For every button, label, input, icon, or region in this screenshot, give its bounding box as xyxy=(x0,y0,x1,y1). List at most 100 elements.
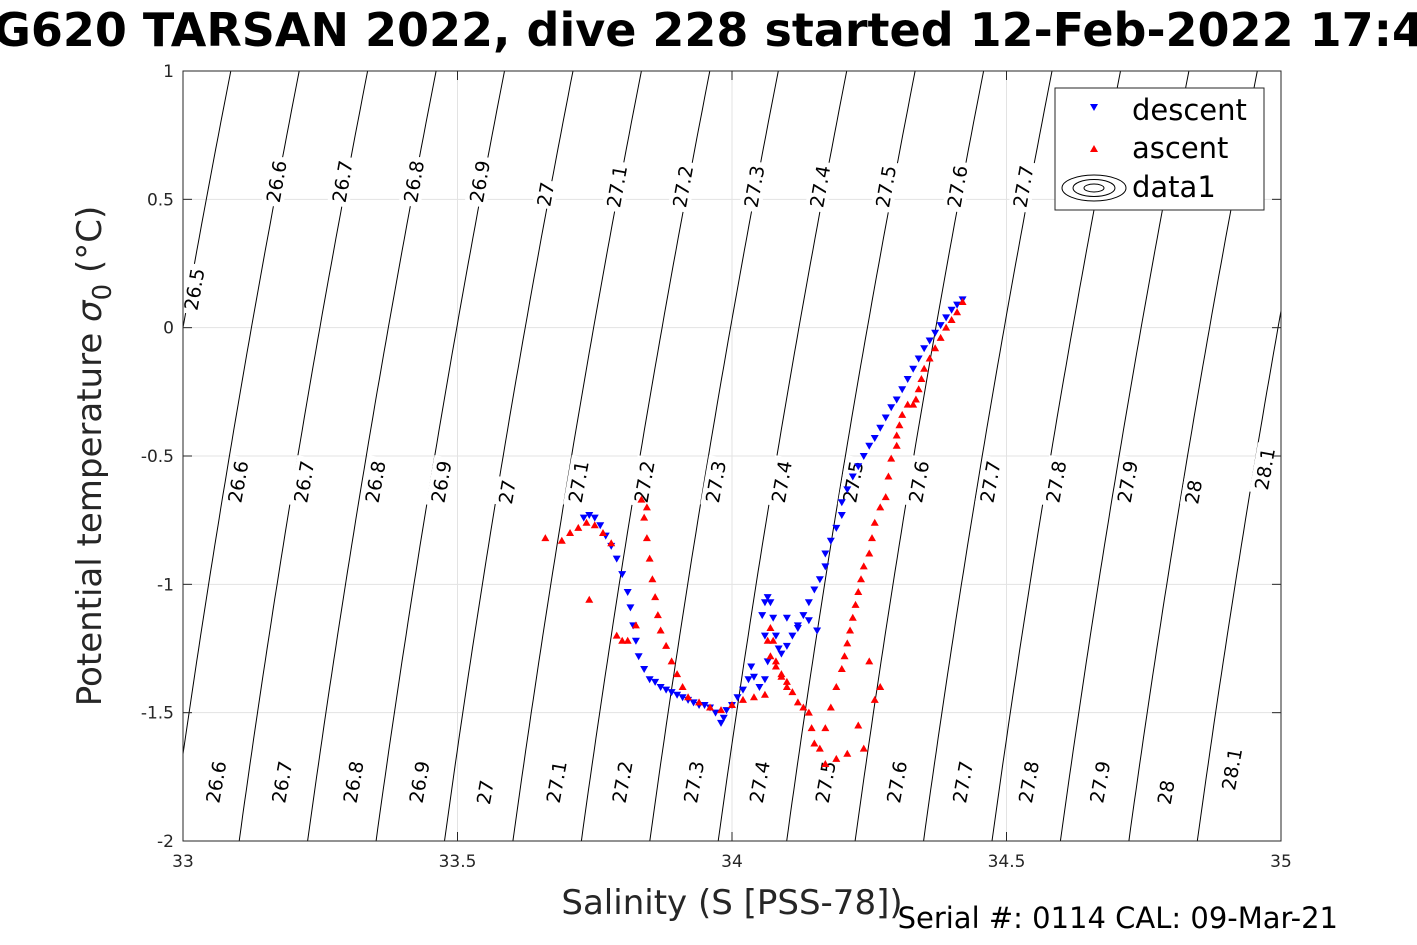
descent-point xyxy=(749,673,758,681)
ascent-point xyxy=(832,683,841,690)
descent-point xyxy=(760,676,769,684)
ascent-point xyxy=(541,534,550,542)
ascent-point xyxy=(892,431,901,439)
descent-point xyxy=(662,686,671,694)
descent-point xyxy=(579,514,588,522)
descent-point xyxy=(738,686,747,694)
y-axis-label-main: Potential temperature xyxy=(70,322,110,706)
contour-label-bg xyxy=(700,455,731,509)
y-tick-label: -1.5 xyxy=(141,704,174,724)
contour-label-bg xyxy=(744,755,775,809)
descent-point xyxy=(920,345,929,353)
contour-label: 27.8 xyxy=(1013,755,1044,809)
ascent-point xyxy=(656,626,665,634)
y-tick-label: 0 xyxy=(163,319,174,339)
ascent-point xyxy=(947,315,956,323)
legend-data1-label: data1 xyxy=(1132,170,1216,204)
contour-label: 27.6 xyxy=(903,455,934,509)
grid-lines xyxy=(183,71,1281,841)
descent-point xyxy=(832,524,841,532)
descent-point xyxy=(744,676,753,684)
descent-point xyxy=(760,599,769,607)
contour-label-bg xyxy=(607,755,638,809)
descent-point xyxy=(645,676,654,684)
ascent-point xyxy=(717,706,726,714)
x-axis-ticks: 33 33.5 34 34.5 35 xyxy=(172,71,1292,872)
descent-point xyxy=(771,632,780,640)
ascent-point xyxy=(892,441,901,449)
ascent-point xyxy=(843,749,852,757)
descent-point xyxy=(813,627,822,635)
descent-point xyxy=(799,612,808,620)
descent-point xyxy=(700,701,709,709)
contour-label-bg xyxy=(870,159,901,214)
descent-point xyxy=(774,645,783,653)
descent-point xyxy=(953,301,962,309)
descent-point xyxy=(914,355,923,363)
ascent-point xyxy=(695,698,704,706)
descent-point xyxy=(788,632,797,640)
ascent-point xyxy=(799,703,808,711)
descent-point xyxy=(859,453,868,460)
ascent-point xyxy=(645,554,654,562)
descent-point xyxy=(881,414,890,422)
ascent-point xyxy=(557,536,566,544)
ascent-point xyxy=(854,588,863,596)
contour-label-bg xyxy=(738,159,770,214)
ascent-point xyxy=(914,385,923,393)
ascent-point xyxy=(662,641,671,649)
ascent-point xyxy=(895,421,904,429)
ascent-point xyxy=(942,323,951,331)
descent-point xyxy=(887,404,896,412)
descent-point xyxy=(892,396,901,404)
ascent-point xyxy=(631,621,640,629)
contour-label-bg xyxy=(947,755,978,809)
contour-label-bg xyxy=(403,755,435,809)
ascent-point xyxy=(771,662,780,670)
descent-point xyxy=(596,522,605,530)
contour-label-bg xyxy=(1084,755,1115,809)
descent-point xyxy=(763,658,772,666)
descent-point xyxy=(585,512,594,520)
descent-point xyxy=(612,555,621,563)
ascent-point xyxy=(749,693,758,701)
ascent-point xyxy=(640,513,649,521)
descent-point xyxy=(942,314,951,322)
ascent-point xyxy=(782,677,791,685)
descent-point xyxy=(777,650,786,658)
legend-descent-marker xyxy=(1090,104,1098,111)
contour-label: 27.2 xyxy=(629,455,660,509)
y-axis-label-subscript: 0 xyxy=(88,284,118,301)
descent-point xyxy=(936,322,945,330)
descent-point xyxy=(782,642,791,650)
contour-label-bg xyxy=(881,755,912,809)
x-tick-label: 33.5 xyxy=(439,852,477,872)
ascent-point xyxy=(667,657,676,665)
ascent-point xyxy=(728,700,736,708)
descent-point xyxy=(870,435,879,443)
ascent-point xyxy=(618,636,627,644)
descent-point xyxy=(947,306,956,314)
ascent-point xyxy=(867,534,876,542)
descent-point xyxy=(719,714,728,722)
contour-label-bg xyxy=(398,154,429,208)
ascent-point xyxy=(642,534,651,542)
descent-point xyxy=(815,576,824,584)
contour-label-bg xyxy=(941,159,973,214)
ascent-point xyxy=(771,657,780,665)
ascent-point xyxy=(793,698,802,706)
descent-point xyxy=(826,537,835,545)
chart-title: SG620 TARSAN 2022, dive 228 started 12-F… xyxy=(0,3,1417,57)
data-points xyxy=(541,296,967,767)
legend-box xyxy=(1054,87,1265,211)
serial-cal-label: Serial #: 0114 CAL: 09-Mar-21 xyxy=(898,901,1338,935)
contour-label-bg xyxy=(178,262,210,316)
contour-label-bg xyxy=(563,455,594,509)
ascent-point xyxy=(623,636,632,644)
contour-label-bg xyxy=(837,455,868,509)
contour-label-text: 28 xyxy=(1154,779,1180,807)
ascent-point xyxy=(865,549,874,557)
ascent-point xyxy=(760,690,769,698)
ascent-point xyxy=(766,652,775,660)
descent-point xyxy=(640,666,649,674)
